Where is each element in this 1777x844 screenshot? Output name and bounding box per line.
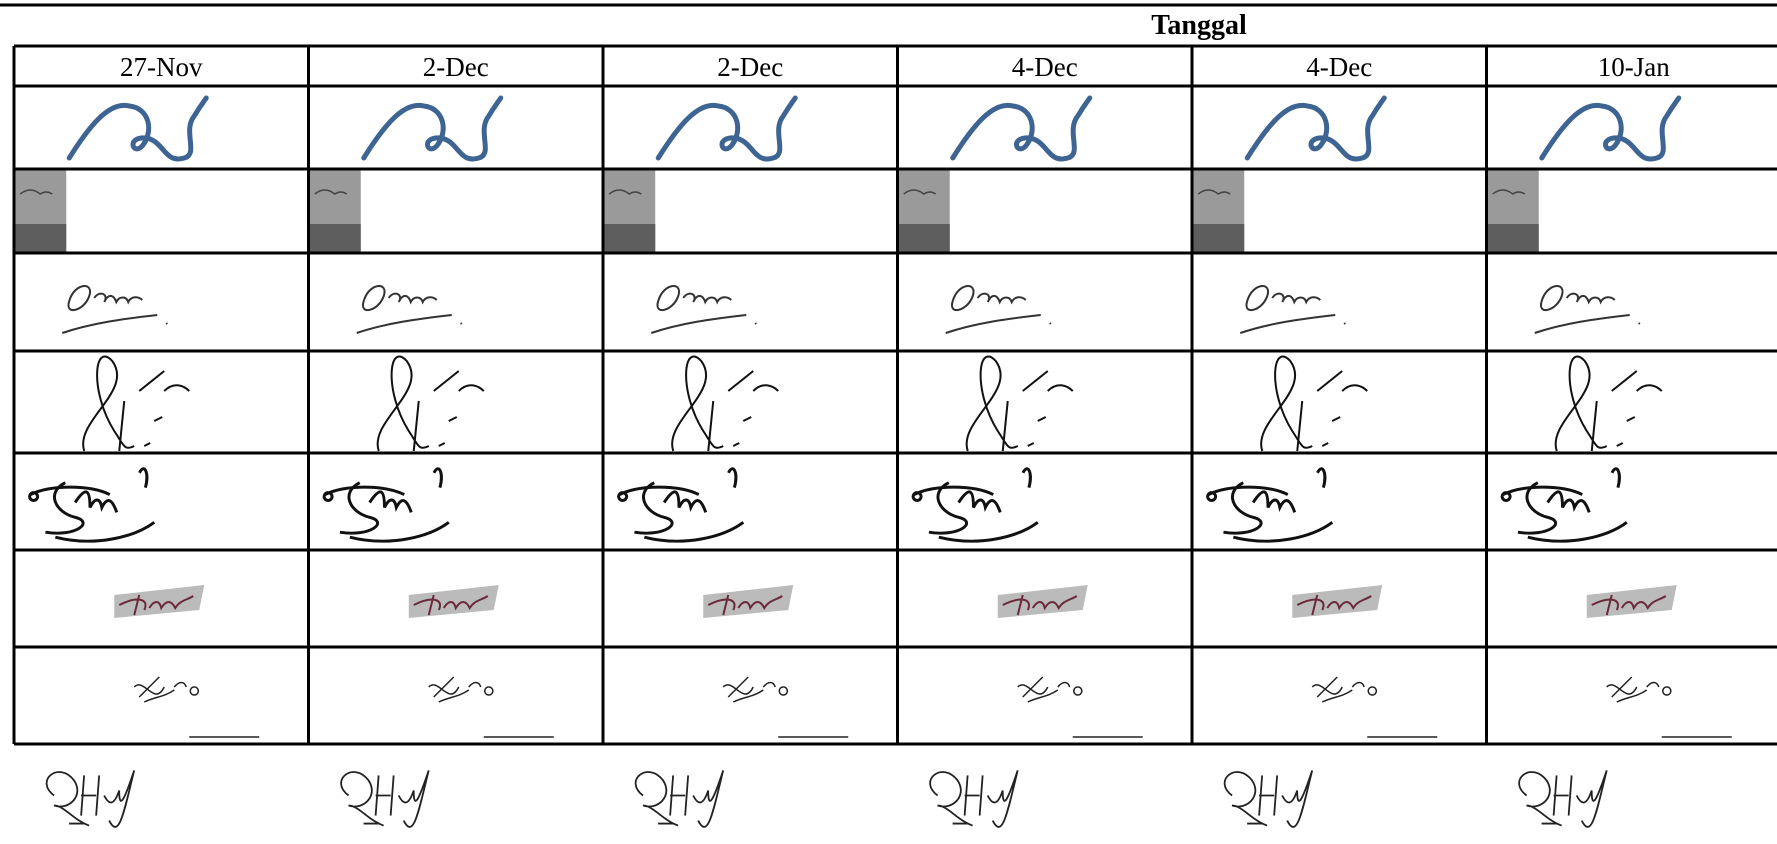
signature: [427, 676, 555, 738]
signature: [1605, 676, 1733, 738]
signature: [1192, 453, 1354, 550]
signature: [355, 284, 463, 335]
signature: [929, 769, 1019, 828]
signature: [1291, 583, 1384, 620]
signature: [1260, 355, 1369, 453]
signature: [953, 98, 1090, 159]
signature: [702, 583, 795, 620]
column-date: 27-Nov: [120, 52, 203, 82]
signature: [113, 583, 206, 620]
signature: [897, 453, 1060, 550]
signature: [1585, 583, 1678, 620]
signature: [671, 355, 780, 453]
signature: [1486, 453, 1649, 550]
column-date: 2-Dec: [423, 52, 489, 82]
signature: [1311, 676, 1439, 738]
signature: [340, 769, 430, 828]
signature: [965, 355, 1074, 453]
signature: [308, 169, 362, 253]
signature: [897, 169, 951, 253]
column-date: 2-Dec: [717, 52, 783, 82]
signature: [308, 453, 471, 550]
signature: [45, 769, 136, 828]
signature: [82, 355, 191, 453]
signature: [650, 284, 758, 335]
signature: [1016, 676, 1144, 738]
signature: [14, 453, 176, 550]
signature: [69, 98, 206, 159]
signature: [1533, 284, 1641, 335]
header-title: Tanggal: [1151, 10, 1247, 41]
column-date: 4-Dec: [1012, 52, 1078, 82]
signature: [1192, 169, 1246, 253]
column-date: 4-Dec: [1306, 52, 1372, 82]
signature: [1542, 98, 1679, 159]
signature: [14, 169, 68, 253]
signature: [1239, 284, 1347, 335]
signature: [61, 284, 169, 335]
column-date: 10-Jan: [1598, 52, 1670, 82]
signature: [1518, 769, 1608, 828]
signature: [944, 284, 1052, 335]
signature: [407, 583, 500, 620]
signature: [1554, 355, 1663, 453]
signature: [634, 769, 725, 828]
signature: [722, 676, 850, 738]
signature: [996, 583, 1089, 620]
signature: [376, 355, 485, 453]
signature: [1486, 169, 1540, 253]
signature: [1247, 98, 1384, 159]
signature: [364, 98, 501, 159]
signature: [133, 676, 261, 738]
signature: [1223, 769, 1314, 828]
signature: [603, 169, 657, 253]
signature: [658, 98, 795, 159]
signature: [603, 453, 765, 550]
